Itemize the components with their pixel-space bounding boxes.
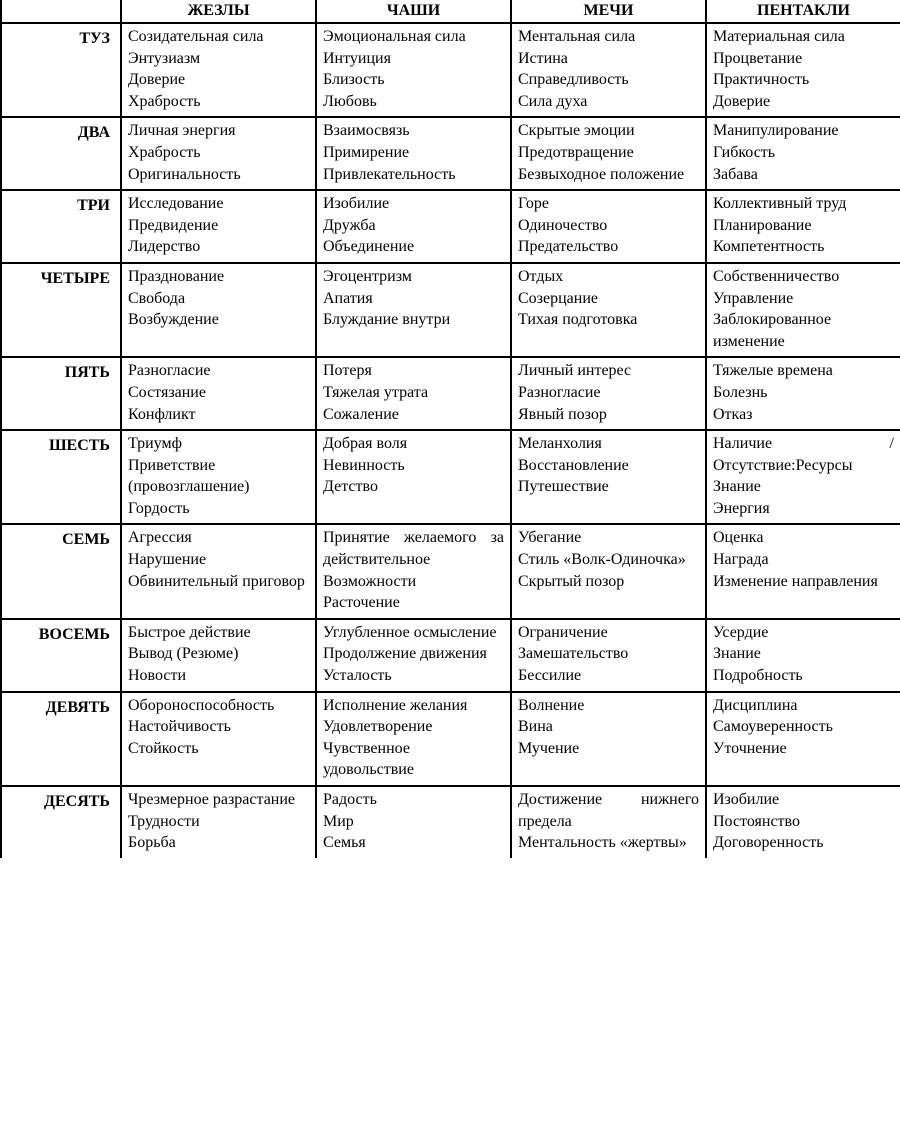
table-cell: СобственничествоУправлениеЗаблокированно…: [706, 263, 900, 357]
table-cell: ПразднованиеСвободаВозбуждение: [121, 263, 316, 357]
table-cell: МанипулированиеГибкостьЗабава: [706, 117, 900, 190]
table-cell: Скрытые эмоцииПредотвращениеБезвыходное …: [511, 117, 706, 190]
table-cell: Наличие / Отсутствие:РесурсыЗнаниеЭнерги…: [706, 430, 900, 524]
row-label: СЕМЬ: [1, 524, 121, 618]
table-cell: Исполнение желанияУдовлетворениеЧувствен…: [316, 692, 511, 786]
table-cell: УбеганиеСтиль «Волк-Одиночка»Скрытый поз…: [511, 524, 706, 618]
table-cell: ИсследованиеПредвидениеЛидерство: [121, 190, 316, 263]
tarot-keywords-table-container: ЖЕЗЛЫ ЧАШИ МЕЧИ ПЕНТАКЛИ ТУЗСозидательна…: [0, 0, 900, 858]
table-row: ДВАЛичная энергияХрабростьОригинальность…: [1, 117, 900, 190]
row-label: ПЯТЬ: [1, 357, 121, 430]
table-cell: ВзаимосвязьПримирениеПривлекательность: [316, 117, 511, 190]
table-row: ТРИИсследованиеПредвидениеЛидерствоИзоби…: [1, 190, 900, 263]
table-cell: ОбороноспособностьНастойчивостьСтойкость: [121, 692, 316, 786]
row-label: ТРИ: [1, 190, 121, 263]
table-cell: ТриумфПриветствие (провозглашение)Гордос…: [121, 430, 316, 524]
table-body: ТУЗСозидательная силаЭнтузиазмДовериеХра…: [1, 23, 900, 858]
table-cell: Эмоциональная силаИнтуицияБлизостьЛюбовь: [316, 23, 511, 117]
table-cell: Созидательная силаЭнтузиазмДовериеХрабро…: [121, 23, 316, 117]
table-row: ЧЕТЫРЕПразднованиеСвободаВозбуждениеЭгоц…: [1, 263, 900, 357]
table-cell: РазногласиеСостязаниеКонфликт: [121, 357, 316, 430]
header-blank: [1, 0, 121, 23]
table-cell: ИзобилиеПостоянствоДоговоренность: [706, 786, 900, 858]
row-label: ДЕВЯТЬ: [1, 692, 121, 786]
table-cell: ПотеряТяжелая утратаСожаление: [316, 357, 511, 430]
table-cell: Быстрое действиеВывод (Резюме)Новости: [121, 619, 316, 692]
table-cell: Коллективный трудПланированиеКомпетентно…: [706, 190, 900, 263]
header-cups: ЧАШИ: [316, 0, 511, 23]
tarot-keywords-table: ЖЕЗЛЫ ЧАШИ МЕЧИ ПЕНТАКЛИ ТУЗСозидательна…: [0, 0, 900, 858]
table-cell: ИзобилиеДружбаОбъединение: [316, 190, 511, 263]
table-row: ШЕСТЬТриумфПриветствие (провозглашение)Г…: [1, 430, 900, 524]
row-label: ДЕСЯТЬ: [1, 786, 121, 858]
table-row: ДЕСЯТЬЧрезмерное разрастаниеТрудностиБор…: [1, 786, 900, 858]
row-label: ВОСЕМЬ: [1, 619, 121, 692]
table-cell: ДисциплинаСамоуверенностьУточнение: [706, 692, 900, 786]
table-cell: Добрая воляНевинностьДетство: [316, 430, 511, 524]
table-cell: Материальная силаПроцветаниеПрактичность…: [706, 23, 900, 117]
table-cell: Тяжелые временаБолезньОтказ: [706, 357, 900, 430]
table-cell: Личный интересРазногласиеЯвный позор: [511, 357, 706, 430]
table-cell: МеланхолияВосстановлениеПутешествие: [511, 430, 706, 524]
table-cell: ОтдыхСозерцаниеТихая подготовка: [511, 263, 706, 357]
table-cell: Принятие желаемого за действительноеВозм…: [316, 524, 511, 618]
table-row: ДЕВЯТЬОбороноспособностьНастойчивостьСто…: [1, 692, 900, 786]
table-cell: Чрезмерное разрастаниеТрудностиБорьба: [121, 786, 316, 858]
table-row: ТУЗСозидательная силаЭнтузиазмДовериеХра…: [1, 23, 900, 117]
table-row: ПЯТЬРазногласиеСостязаниеКонфликтПотеряТ…: [1, 357, 900, 430]
row-label: ЧЕТЫРЕ: [1, 263, 121, 357]
table-cell: Углубленное осмыслениеПродолжение движен…: [316, 619, 511, 692]
table-row: СЕМЬАгрессияНарушениеОбвинительный приго…: [1, 524, 900, 618]
table-cell: РадостьМирСемья: [316, 786, 511, 858]
header-swords: МЕЧИ: [511, 0, 706, 23]
header-pentacles: ПЕНТАКЛИ: [706, 0, 900, 23]
row-label: ДВА: [1, 117, 121, 190]
table-cell: Ментальная силаИстинаСправедливостьСила …: [511, 23, 706, 117]
row-label: ТУЗ: [1, 23, 121, 117]
table-cell: ВолнениеВинаМучение: [511, 692, 706, 786]
table-cell: УсердиеЗнаниеПодробность: [706, 619, 900, 692]
table-cell: Личная энергияХрабростьОригинальность: [121, 117, 316, 190]
table-cell: ОценкаНаградаИзменение направления: [706, 524, 900, 618]
table-cell: ЭгоцентризмАпатияБлуждание внутри: [316, 263, 511, 357]
table-cell: ГореОдиночествоПредательство: [511, 190, 706, 263]
table-row: ВОСЕМЬБыстрое действиеВывод (Резюме)Ново…: [1, 619, 900, 692]
row-label: ШЕСТЬ: [1, 430, 121, 524]
table-cell: АгрессияНарушениеОбвинительный приговор: [121, 524, 316, 618]
header-wands: ЖЕЗЛЫ: [121, 0, 316, 23]
table-cell: Достижение нижнего пределаМентальность «…: [511, 786, 706, 858]
table-cell: ОграничениеЗамешательствоБессилие: [511, 619, 706, 692]
table-header-row: ЖЕЗЛЫ ЧАШИ МЕЧИ ПЕНТАКЛИ: [1, 0, 900, 23]
